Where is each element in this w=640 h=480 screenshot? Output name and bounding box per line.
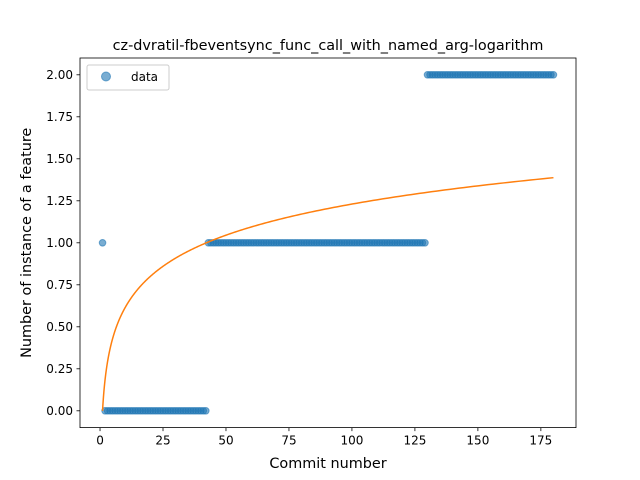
x-tick-label: 125: [403, 434, 426, 448]
data-marks: [98, 71, 558, 415]
x-tick-label: 175: [529, 434, 552, 448]
y-tick-label: 0.00: [46, 404, 73, 418]
y-axis-label: Number of instance of a feature: [19, 128, 35, 358]
legend: data: [86, 64, 170, 91]
y-tick-label: 1.25: [46, 194, 73, 208]
x-tick-label: 150: [466, 434, 489, 448]
fit-line: [101, 176, 554, 411]
plot-frame: [79, 57, 577, 429]
y-tick-label: 1.50: [46, 152, 73, 166]
y-tick-label: 0.25: [46, 362, 73, 376]
x-tick-label: 25: [155, 434, 170, 448]
legend-label-data: data: [131, 70, 158, 84]
y-tick-label: 1.00: [46, 236, 73, 250]
axis-ticks: 0 25 50 75 100 125 150 175 0.00 0.25 0.50 0.75 1.00 1…: [46, 68, 552, 448]
y-tick-label: 1.75: [46, 110, 73, 124]
x-tick-label: 0: [96, 434, 104, 448]
x-axis-label: Commit number: [269, 456, 386, 472]
data-point: [421, 239, 429, 247]
x-tick-label: 100: [340, 434, 363, 448]
data-point: [202, 407, 210, 415]
data-point: [549, 71, 558, 79]
y-tick-label: 0.75: [46, 278, 73, 292]
y-tick-label: 0.50: [46, 320, 73, 334]
x-tick-label: 75: [281, 434, 296, 448]
x-tick-label: 50: [218, 434, 233, 448]
legend-marker-data: [101, 71, 111, 82]
data-point: [98, 239, 107, 247]
legend-box: [86, 64, 170, 91]
y-tick-label: 2.00: [46, 68, 73, 82]
plot-area: 0 25 50 75 100 125 150 175 0.00 0.25 0.50 0.75 1.00 1…: [46, 57, 577, 448]
chart-title: cz-dvratil-fbeventsync_func_call_with_na…: [113, 38, 544, 54]
